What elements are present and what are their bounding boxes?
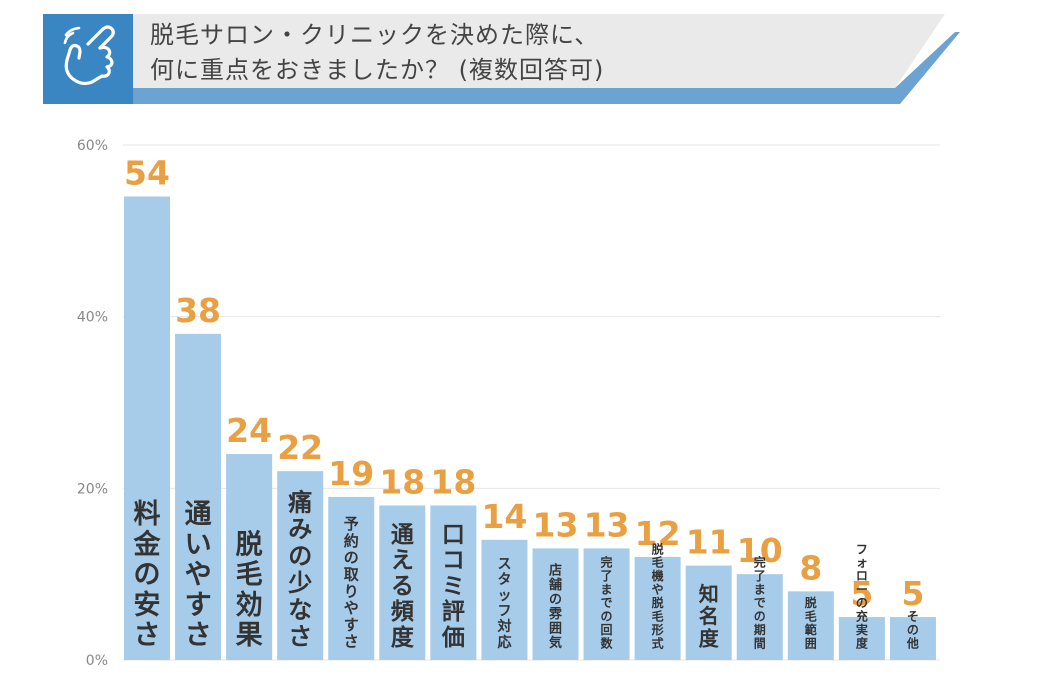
- value-label: 8: [799, 548, 822, 587]
- value-label: 5: [850, 574, 873, 613]
- bar: [583, 548, 630, 660]
- category-label: 口コミ評価: [441, 522, 465, 651]
- bar: [838, 617, 885, 660]
- bar: [379, 505, 426, 660]
- y-tick-label: 60%: [77, 138, 108, 154]
- value-label: 54: [124, 154, 170, 193]
- value-label: 13: [584, 505, 630, 544]
- value-label: 13: [533, 505, 579, 544]
- banner-background: [133, 14, 945, 88]
- value-label: 18: [379, 463, 425, 502]
- value-label: 12: [635, 514, 681, 553]
- y-tick-label: 20%: [77, 481, 108, 497]
- category-label: 脱毛機や脱毛形式: [652, 541, 664, 650]
- bars: [124, 196, 936, 660]
- question-line-1: 脱毛サロン・クリニックを決めた際に、: [150, 21, 599, 49]
- bar: [277, 471, 324, 660]
- y-tick-label: 40%: [77, 310, 108, 326]
- question-banner: 脱毛サロン・クリニックを決めた際に、 何に重点をおきましたか？ (複数回答可): [43, 14, 960, 104]
- bar: [328, 496, 375, 660]
- bar: [634, 557, 681, 660]
- category-label: 痛みの少なさ: [287, 488, 312, 650]
- category-label: 完了までの回数: [601, 555, 614, 651]
- bar: [787, 591, 834, 660]
- value-label: 18: [430, 463, 476, 502]
- pointing-hand-icon: [63, 25, 115, 86]
- value-label: 11: [686, 523, 732, 562]
- value-label: 24: [226, 411, 272, 450]
- category-label: その他: [906, 609, 919, 650]
- category-label: 脱毛効果: [236, 529, 263, 651]
- banner-stripe: [133, 32, 960, 104]
- bar: [736, 574, 783, 660]
- y-axis-ticks: 0% 20% 40% 60%: [77, 138, 108, 669]
- category-label: 脱毛範囲: [805, 595, 817, 650]
- category-label: 店舗の雰囲気: [548, 562, 563, 651]
- category-label: 知名度: [699, 582, 720, 651]
- value-label: 22: [277, 428, 323, 467]
- category-label: 完了までの期間: [754, 555, 766, 651]
- category-label: 通える頻度: [391, 522, 415, 651]
- category-label: 通いやすさ: [185, 499, 212, 651]
- category-label: 料金の安さ: [133, 499, 162, 651]
- icon-box: [43, 14, 133, 104]
- category-label: 予約の取りやすさ: [344, 515, 360, 651]
- bar: [175, 333, 222, 660]
- bar: [685, 565, 732, 660]
- bar: [532, 548, 579, 660]
- bar: [889, 617, 936, 660]
- category-label: スタッフ対応: [496, 557, 511, 651]
- y-tick-label: 0%: [86, 653, 108, 669]
- value-label: 5: [901, 574, 924, 613]
- bar: [226, 454, 273, 660]
- value-label: 19: [328, 454, 374, 493]
- value-label: 38: [175, 291, 221, 330]
- value-label: 10: [737, 531, 783, 570]
- value-label: 14: [481, 497, 527, 536]
- bar: [481, 539, 528, 660]
- question-line-2: 何に重点をおきましたか？ (複数回答可): [150, 56, 604, 84]
- category-label: フォローの充実度: [856, 542, 869, 650]
- bar: [430, 505, 477, 660]
- bar: [124, 196, 170, 660]
